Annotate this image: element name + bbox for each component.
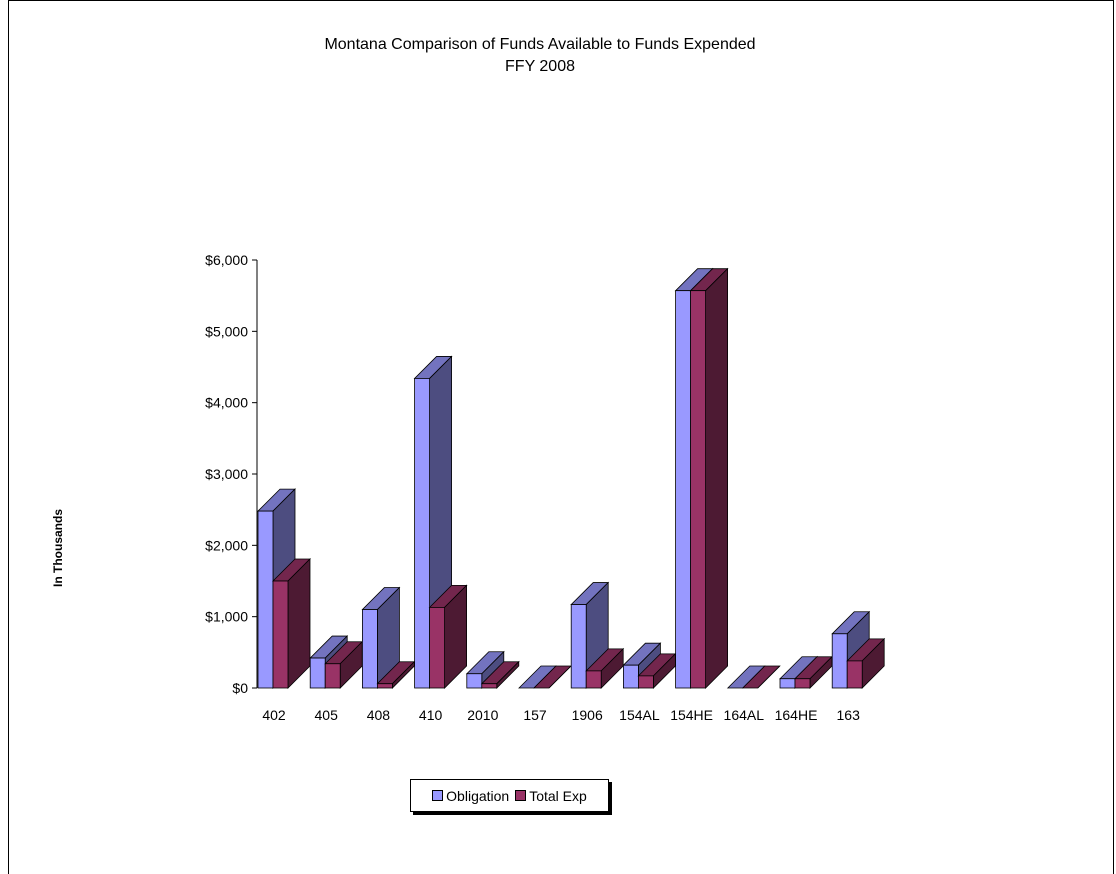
x-tick-label: 2010 [467, 707, 498, 723]
x-tick-label: 163 [837, 707, 861, 723]
bar-front-face [429, 606, 446, 689]
legend-label-total-exp: Total Exp [529, 787, 587, 804]
x-tick-label: 402 [262, 707, 286, 723]
bar-front-face [570, 604, 587, 689]
bar-front-face [779, 678, 796, 689]
y-tick-label: $5,000 [205, 323, 248, 339]
bar-total-exp-164AL [741, 665, 781, 689]
bar-front-face [623, 664, 639, 689]
bar-side-face [287, 558, 311, 689]
y-tick-label: $2,000 [205, 537, 248, 553]
y-tick-label: $3,000 [205, 466, 248, 482]
bar-side-face [757, 665, 781, 689]
chart-title: Montana Comparison of Funds Available to… [324, 36, 756, 53]
bar-front-face [257, 510, 274, 689]
bar-front-face [466, 673, 483, 689]
legend-swatch-total-exp [515, 790, 527, 801]
bar-total-exp-408 [376, 660, 416, 689]
bar-total-exp-1906 [585, 647, 625, 689]
x-tick-label: 164AL [724, 707, 765, 723]
bar-total-exp-402 [272, 558, 311, 689]
chart-title-block: Montana Comparison of Funds Available to… [260, 34, 820, 78]
bar-front-face [481, 683, 498, 689]
bar-total-exp-2010 [480, 660, 520, 689]
x-tick-label: 154AL [619, 707, 660, 723]
bar-front-face [690, 290, 706, 689]
legend-label-obligation: Obligation [446, 787, 510, 804]
bar-front-face [831, 633, 848, 689]
x-tick-label: 157 [523, 707, 547, 723]
legend-item-obligation: Obligation [432, 788, 509, 804]
x-tick-label: 1906 [572, 707, 603, 723]
bar-front-face [414, 378, 431, 689]
x-tick-label: 164HE [775, 707, 818, 723]
bar-front-face [675, 290, 691, 689]
x-tick-label: 410 [419, 707, 443, 723]
bar-front-face [794, 678, 811, 689]
bar-total-exp-154HE [689, 267, 729, 689]
bar-front-face [376, 683, 393, 689]
y-tick-label: $6,000 [205, 252, 248, 268]
chart-legend: Obligation Total Exp [410, 779, 609, 812]
legend-swatch-obligation [432, 790, 444, 801]
bar-total-exp-164HE [794, 655, 833, 689]
legend-item-total-exp: Total Exp [515, 788, 587, 804]
y-tick-label: $1,000 [205, 609, 248, 625]
bar-front-face [324, 663, 341, 689]
x-tick-label: 408 [367, 707, 391, 723]
bar-front-face [638, 675, 654, 689]
x-tick-label: 405 [315, 707, 339, 723]
chart-frame [8, 0, 1114, 874]
bar-obligation-408 [361, 586, 401, 689]
bar-total-exp-410 [428, 584, 468, 689]
bar-front-face [585, 670, 602, 689]
bar-front-face [272, 580, 289, 689]
bar-front-face [846, 660, 863, 689]
x-tick-label: 154HE [670, 707, 713, 723]
bar-front-face [309, 657, 326, 689]
bar-side-face [705, 267, 728, 689]
bar-front-face [361, 609, 378, 689]
chart-subtitle: FFY 2008 [505, 58, 575, 75]
y-tick-label: $0 [232, 680, 248, 696]
bar-total-exp-163 [846, 637, 886, 689]
y-tick-label: $4,000 [205, 395, 248, 411]
